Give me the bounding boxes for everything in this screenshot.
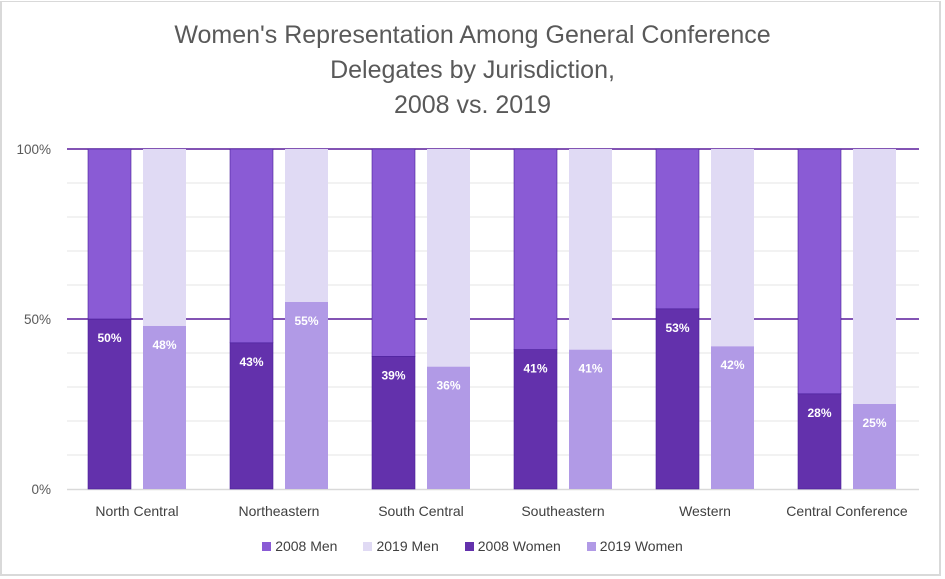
data-label: 41% [523, 362, 547, 376]
bar-2019-men [853, 149, 896, 404]
data-label: 55% [294, 314, 318, 328]
legend-swatch [464, 542, 474, 551]
y-tick-label: 50% [24, 312, 51, 327]
x-tick-label: Northeastern [239, 503, 320, 519]
legend-label: 2008 Men [275, 538, 338, 554]
bar-2008-men [655, 148, 700, 310]
chart-title-line-1: Women's Representation Among General Con… [174, 21, 771, 49]
bar-2008-men [513, 148, 558, 350]
data-label: 36% [436, 379, 460, 393]
data-label: 28% [807, 406, 831, 420]
legend-swatch [262, 542, 272, 551]
data-label: 43% [239, 355, 263, 369]
data-label: 42% [720, 358, 744, 372]
data-label: 25% [862, 416, 886, 430]
bar-2008-men [371, 148, 416, 357]
x-tick-label: Southeastern [521, 503, 604, 519]
bar-2008-women [655, 308, 700, 490]
data-label: 53% [665, 321, 689, 335]
legend-item: 2008 Men [262, 538, 337, 554]
bar-2008-women [513, 349, 558, 490]
legend-label: 2019 Women [599, 538, 683, 554]
legend-swatch [586, 542, 596, 551]
data-label: 48% [152, 338, 176, 352]
chart-title-line-3: 2008 vs. 2019 [393, 91, 552, 119]
legend-item: 2008 Women [464, 538, 561, 554]
bar-2019-women [143, 325, 186, 489]
bar-2019-women [569, 349, 612, 489]
legend-label: 2008 Women [477, 538, 561, 554]
bar-2008-men [87, 148, 132, 320]
data-label: 50% [97, 331, 121, 345]
bar-2019-men [427, 149, 470, 367]
bar-2019-women [285, 302, 328, 489]
bar-2019-men [569, 149, 612, 350]
bar-2019-men [143, 149, 186, 326]
y-tick-label: 100% [16, 142, 51, 157]
legend-swatch [363, 542, 373, 551]
chart-title-line-2: Delegates by Jurisdiction, [330, 56, 615, 84]
bar-2019-men [285, 149, 328, 302]
x-tick-label: South Central [378, 503, 464, 519]
bar-2019-women [711, 346, 754, 489]
bar-2019-women [853, 404, 896, 489]
bar-2008-women [229, 342, 274, 490]
x-tick-label: Western [679, 503, 731, 519]
data-label: 39% [381, 368, 405, 382]
bar-2008-men [229, 148, 274, 344]
bar-2008-women [87, 318, 132, 490]
bar-2019-women [427, 366, 470, 489]
data-label: 41% [578, 362, 602, 376]
y-tick-label: 0% [31, 482, 51, 497]
legend-item: 2019 Women [586, 538, 683, 554]
legend-item: 2019 Men [363, 538, 439, 554]
bar-2008-men [797, 148, 842, 395]
x-tick-label: Central Conference [786, 503, 908, 519]
chart-title: Women's Representation Among General Con… [0, 18, 945, 123]
legend-label: 2019 Men [376, 538, 439, 554]
x-tick-label: North Central [95, 503, 178, 519]
bar-2008-women [797, 393, 842, 490]
bar-2008-women [371, 356, 416, 490]
legend: 2008 Men 2019 Men 2008 Women 2019 Women [0, 538, 945, 554]
bar-2019-men [711, 149, 754, 347]
